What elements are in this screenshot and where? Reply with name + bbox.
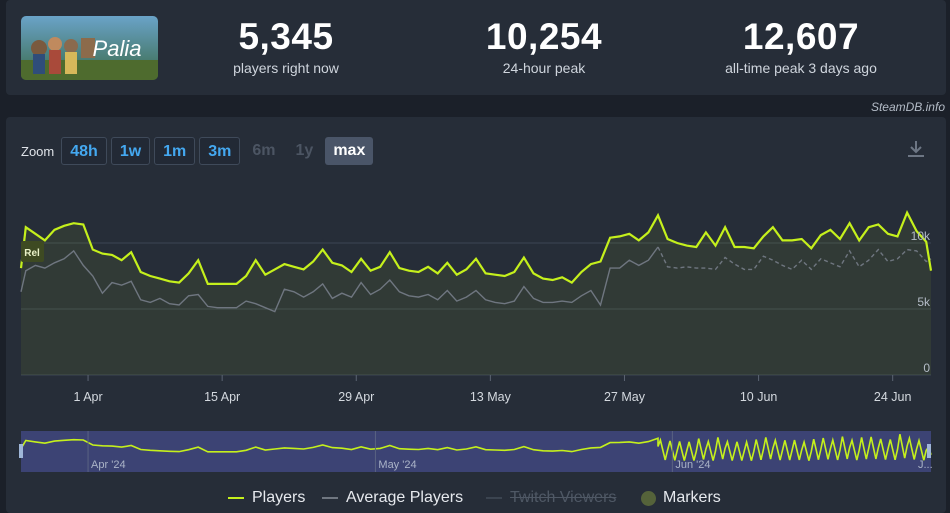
- stat-all-time-peak: 12,607 all-time peak 3 days ago: [691, 16, 911, 76]
- zoom-48h-button[interactable]: 48h: [61, 137, 107, 165]
- y-tick-label: 5k: [917, 295, 931, 309]
- navigator[interactable]: Apr '24 May '24 Jun '24 J...: [0, 430, 950, 475]
- zoom-3m-button[interactable]: 3m: [199, 137, 241, 165]
- navigator-label: J...: [918, 459, 933, 471]
- zoom-max-button[interactable]: max: [325, 137, 374, 165]
- zoom-label: Zoom: [21, 143, 55, 159]
- x-tick-label: 1 Apr: [73, 390, 102, 404]
- navigator-right-handle[interactable]: [927, 444, 931, 458]
- player-chart[interactable]: 0 5k 10k 1 Apr 15 Apr 29 Apr 13 May 27 May 10 J…: [0, 0, 950, 420]
- series-line-average-players: [20, 246, 659, 313]
- stat-label: 24-hour peak: [502, 60, 586, 76]
- x-tick-label: 13 May: [470, 390, 512, 404]
- zoom-controls: Zoom 48h 1w 1m 3m 6m 1y max: [21, 137, 377, 165]
- navigator-label: May '24: [378, 459, 416, 471]
- series-line-average-players-recent: [657, 246, 932, 271]
- y-tick-label: 10k: [911, 229, 931, 243]
- legend-swatch: [322, 497, 338, 499]
- x-tick-label: 10 Jun: [740, 390, 778, 404]
- players-area: [21, 212, 931, 375]
- legend-item-markers[interactable]: Markers: [641, 489, 721, 507]
- marker-icon: [641, 490, 656, 506]
- x-tick-label: 24 Jun: [874, 390, 912, 404]
- release-marker[interactable]: Rel: [21, 241, 44, 262]
- x-tick-label: 29 Apr: [338, 390, 374, 404]
- steamdb-credit[interactable]: SteamDB.info: [870, 100, 945, 114]
- legend-item-twitch-viewers[interactable]: Twitch Viewers: [486, 489, 616, 507]
- stat-value: 12,607: [742, 16, 860, 57]
- stat-value: 5,345: [238, 16, 334, 57]
- logo-text: Palia: [93, 36, 142, 61]
- navigator-line: [20, 434, 932, 461]
- stat-value: 10,254: [485, 16, 603, 57]
- zoom-1y-button: 1y: [295, 142, 314, 159]
- legend-swatch: [228, 497, 244, 499]
- game-logo[interactable]: Palia: [21, 16, 158, 80]
- stat-label: all-time peak 3 days ago: [725, 60, 877, 76]
- x-tick-label: 27 May: [604, 390, 646, 404]
- zoom-6m-button: 6m: [252, 142, 276, 159]
- stat-24h-peak: 10,254 24-hour peak: [434, 16, 654, 76]
- stat-label: players right now: [233, 60, 339, 76]
- legend-swatch: [486, 497, 502, 499]
- x-tick-label: 15 Apr: [204, 390, 240, 404]
- legend-item-average-players[interactable]: Average Players: [322, 489, 463, 507]
- stat-current-players: 5,345 players right now: [176, 16, 396, 76]
- navigator-left-handle[interactable]: [19, 444, 23, 458]
- download-icon[interactable]: [905, 138, 927, 160]
- y-tick-label: 0: [923, 361, 930, 375]
- chart-legend: Players Average Players Twitch Viewers M…: [0, 489, 950, 511]
- legend-label: Markers: [663, 489, 721, 506]
- zoom-1m-button[interactable]: 1m: [154, 137, 196, 165]
- legend-label: Players: [252, 489, 306, 506]
- zoom-1w-button[interactable]: 1w: [110, 137, 151, 165]
- navigator-label: Jun '24: [675, 459, 710, 471]
- legend-label: Twitch Viewers: [510, 489, 617, 506]
- stats-header: Palia 5,345 players right now 10,254 24-…: [6, 0, 946, 95]
- series-line-players: [19, 209, 933, 285]
- legend-item-players[interactable]: Players: [228, 489, 305, 507]
- legend-label: Average Players: [346, 489, 464, 506]
- navigator-label: Apr '24: [91, 459, 126, 471]
- release-badge: Rel: [24, 248, 40, 259]
